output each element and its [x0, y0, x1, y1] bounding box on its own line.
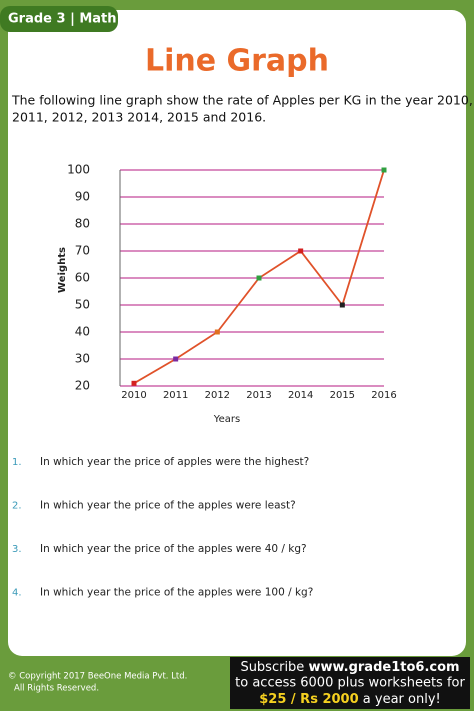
y-tick-label: 100 [67, 163, 90, 177]
x-tick-label: 2015 [330, 390, 355, 401]
question-number: 4. [12, 588, 22, 599]
y-tick-label: 60 [75, 271, 90, 285]
x-tick-label: 2012 [205, 390, 230, 401]
x-tick-label: 2014 [288, 390, 313, 401]
copyright: © Copyright 2017 BeeOne Media Pvt. Ltd. [8, 672, 187, 682]
data-point [214, 329, 220, 335]
promo-line: Subscribe www.grade1to6.com [240, 660, 459, 675]
question-text: In which year the price of the apples we… [40, 500, 296, 512]
promo-site: www.grade1to6.com [308, 660, 459, 675]
question-number: 2. [12, 501, 22, 512]
x-tick-label: 2016 [371, 390, 396, 401]
grade-tab-text: Grade 3 | Math [8, 12, 117, 27]
content-panel [8, 10, 466, 656]
data-point [339, 302, 345, 308]
data-point [256, 275, 262, 281]
question-text: In which year the price of the apples we… [40, 543, 307, 555]
grade-tab [0, 6, 118, 32]
promo-line: to access 6000 plus worksheets for [235, 676, 465, 691]
x-tick-label: 2010 [121, 390, 146, 401]
data-point [131, 380, 137, 386]
x-tick-label: 2011 [163, 390, 188, 401]
line-chart: 20 30 40 50 60 70 80 90 100 2010 2011 2012 2013 2014 2… [57, 163, 397, 426]
y-tick-label: 90 [75, 190, 90, 204]
data-point [298, 248, 304, 254]
y-tick-label: 80 [75, 217, 90, 231]
y-tick-label: 30 [75, 352, 90, 366]
x-tick-label: 2013 [246, 390, 271, 401]
question-number: 1. [12, 457, 22, 468]
promo-box [230, 657, 470, 709]
y-tick-label: 70 [75, 244, 90, 258]
questions: 1. In which year the price of apples were… [12, 456, 313, 599]
question-number: 3. [12, 544, 22, 555]
y-tick-label: 50 [75, 298, 90, 312]
x-axis-label: Years [213, 414, 240, 425]
title: Line Graph [145, 44, 329, 79]
question-text: In which year the price of apples were t… [40, 456, 309, 468]
data-point [173, 356, 179, 362]
promo-text: Subscribe [240, 660, 304, 675]
promo-line: $25 / Rs 2000 a year only! [259, 692, 441, 707]
y-tick-label: 20 [75, 379, 90, 393]
data-point [381, 167, 387, 173]
y-tick-label: 40 [75, 325, 90, 339]
intro-line: 2011, 2012, 2013 2014, 2015 and 2016. [12, 110, 266, 125]
intro-line: The following line graph show the rate o… [11, 93, 473, 108]
question-text: In which year the price of the apples we… [40, 587, 313, 599]
copyright: All Rights Reserved. [14, 684, 99, 694]
promo-price: $25 / Rs 2000 [259, 692, 358, 707]
promo-text: a year only! [363, 692, 441, 707]
y-axis-label: Weights [57, 247, 68, 293]
